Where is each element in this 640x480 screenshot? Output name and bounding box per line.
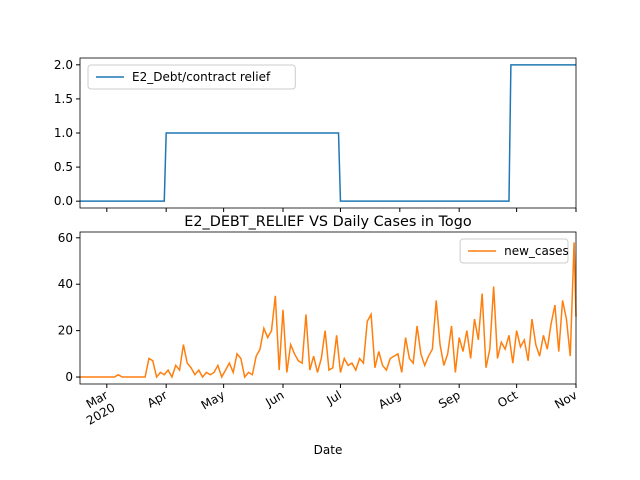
x-tick-label: Jul: [324, 388, 344, 408]
axes-frame: [79, 231, 577, 385]
chart-title: E2_DEBT_RELIEF VS Daily Cases in Togo: [184, 214, 472, 230]
line: [80, 64, 576, 202]
y-tick-label: 1.5: [54, 92, 73, 106]
x-tick-label: Oct: [495, 388, 520, 411]
y-tick-label: 40: [58, 277, 73, 291]
x-tick-label: Sep: [436, 388, 463, 411]
y-tick-label: 0.5: [54, 160, 73, 174]
x-tick-label: Mar2020: [77, 388, 118, 428]
legend-label: E2_Debt/contract relief: [132, 70, 271, 84]
legend-box: [87, 64, 296, 90]
y-tick-label: 1.0: [54, 126, 73, 140]
legend-label: new_cases: [504, 244, 569, 258]
x-tick-label: Nov: [552, 388, 579, 412]
x-tick-label: Aug: [376, 388, 403, 412]
x-tick-label: May: [199, 388, 227, 413]
y-tick-label: 0: [65, 370, 73, 384]
y-tick-label: 0.0: [54, 194, 73, 208]
x-tick-label: Jun: [262, 388, 286, 410]
y-tick-label: 60: [58, 231, 73, 245]
y-tick-label: 20: [58, 324, 73, 338]
line: [80, 242, 577, 379]
x-axis-label: Date: [314, 443, 343, 457]
x-tick-label: Apr: [145, 388, 170, 411]
legend-box: [459, 238, 569, 264]
axes-frame: [79, 57, 577, 209]
y-tick-label: 2.0: [54, 58, 73, 72]
